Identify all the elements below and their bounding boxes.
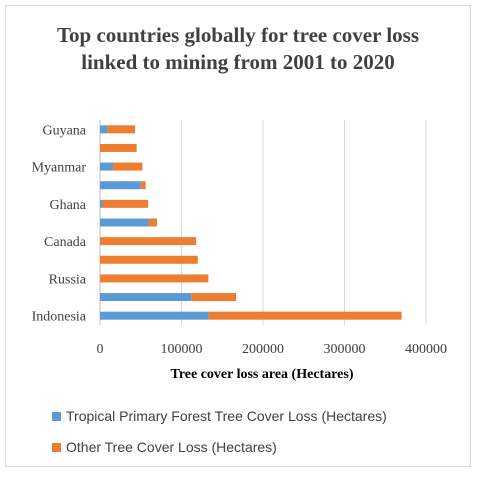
- bars: [100, 125, 402, 320]
- y-tick-label: Indonesia: [32, 310, 87, 325]
- bar-tropical: [100, 218, 149, 227]
- bar-other: [140, 181, 146, 190]
- x-tick-label: 0: [97, 342, 104, 357]
- bar-other: [100, 237, 197, 246]
- y-tick-label: Ghana: [49, 198, 86, 213]
- bar-other: [102, 199, 149, 208]
- chart-frame: [5, 5, 471, 467]
- bar-other: [191, 293, 237, 302]
- x-tick-label: 100000: [161, 342, 203, 357]
- y-tick-label: Guyana: [42, 123, 86, 138]
- y-tick-label: Myanmar: [32, 161, 87, 176]
- legend-label-other: Other Tree Cover Loss (Hectares): [66, 439, 277, 455]
- x-tick-label: 400000: [405, 342, 447, 357]
- x-axis-label: Tree cover loss area (Hectares): [171, 367, 354, 382]
- legend-item-tropical: Tropical Primary Forest Tree Cover Loss …: [52, 408, 387, 424]
- bar-other: [107, 125, 136, 134]
- legend-swatch-other: [52, 442, 61, 452]
- legend-swatch-tropical: [52, 411, 61, 421]
- legend-label-tropical: Tropical Primary Forest Tree Cover Loss …: [66, 408, 387, 424]
- bar-other: [100, 255, 198, 264]
- legend-item-other: Other Tree Cover Loss (Hectares): [52, 439, 277, 455]
- bar-other: [148, 218, 158, 227]
- bar-tropical: [100, 199, 103, 208]
- y-tick-label: Canada: [44, 235, 87, 250]
- x-tick-labels: 0 100000 200000 300000 400000: [97, 342, 448, 357]
- bar-tropical: [100, 162, 114, 171]
- bar-tropical: [100, 293, 192, 302]
- bar-other: [100, 143, 137, 152]
- bar-tropical: [100, 181, 141, 190]
- x-tick-label: 300000: [324, 342, 366, 357]
- gridlines: [99, 120, 427, 325]
- y-tick-labels: Indonesia Russia Canada Ghana Myanmar Guyana: [32, 123, 87, 324]
- chart-title: Top countries globally for tree cover lo…: [56, 23, 420, 74]
- bar-other: [113, 162, 143, 171]
- bar-tropical: [100, 311, 209, 320]
- bar-tropical: [100, 125, 108, 134]
- x-tick-label: 200000: [242, 342, 284, 357]
- bar-other: [208, 311, 402, 320]
- bar-other: [100, 274, 209, 283]
- y-tick-label: Russia: [49, 272, 87, 287]
